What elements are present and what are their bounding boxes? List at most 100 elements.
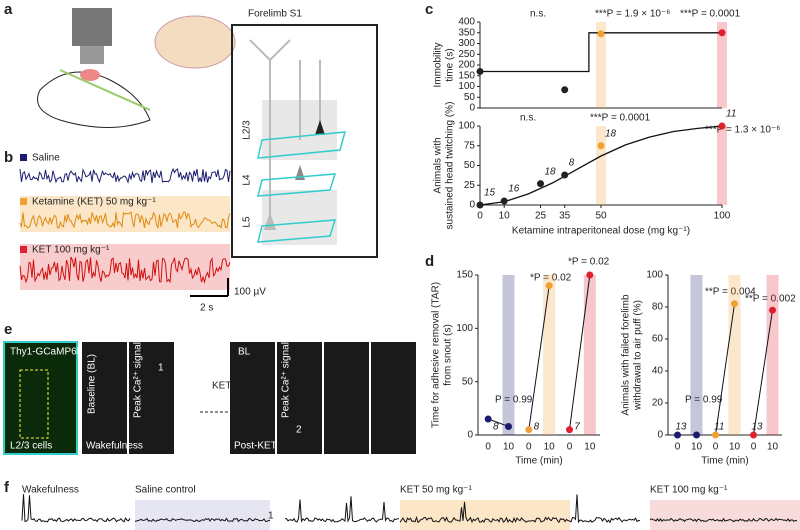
y-tick-label: 0 [467,430,473,441]
y-tick-label: 100 [456,323,473,334]
y-axis-label: Animals with failed forelimb [621,294,632,416]
p-value: ***P = 0.0001 [680,9,741,20]
mouse-illustration [37,8,236,128]
n-label: 8 [493,422,499,433]
y-tick-label: 50 [464,92,476,103]
y-tick-label: 0 [657,430,663,441]
cortex-illustration [249,39,347,245]
pair-line [715,303,735,436]
x-axis-label: Time (min) [701,456,748,467]
y-tick-label: 200 [458,60,475,71]
trace-band [650,500,800,530]
data-point [537,180,544,188]
panel-letter: e [4,321,12,338]
image-panel [3,341,78,455]
x-axis-label: Time (min) [515,456,562,467]
y-axis-label: from snout (s) [443,324,454,386]
highlight-band [717,126,727,205]
data-point [561,86,569,94]
panel-letter: c [425,1,433,18]
y-tick-label: 100 [458,121,475,132]
p-value: *P = 0.02 [568,257,610,268]
y-tick-label: 0 [469,200,475,211]
y-tick-label: 50 [462,376,474,387]
y-tick-label: 100 [646,270,663,281]
y-tick-label: 400 [458,17,475,28]
y-axis-label: Time for adhesive removal (TAR) [431,282,442,428]
data-point [586,271,594,279]
layer-label: L5 [242,216,253,228]
s1-box [231,24,378,258]
data-point [525,426,533,434]
y-tick-label: 40 [652,366,664,377]
n-label: 13 [675,422,687,433]
image-panel [277,342,322,454]
trace-label: Saline [32,153,60,164]
p-value: P = 0.99 [495,395,533,406]
row-label: 1 [268,511,274,522]
image-label: Peak Ca²⁺ signal [281,342,292,418]
condition-label: Wakefulness [22,485,79,496]
y-axis-label: Immobility [433,42,444,87]
x-tick-label: 25 [535,211,547,222]
p-value: n.s. [530,9,546,20]
trace [19,256,231,284]
panel-letter: f [4,479,10,496]
x-tick-label: 0 [485,442,491,453]
y-tick-label: 350 [458,27,475,38]
highlight-band [766,275,779,435]
n-label: 16 [508,184,520,195]
n-label: 8 [534,422,540,433]
x-tick-label: 35 [559,211,571,222]
injection-label: KET i.p. [212,381,247,392]
n-label: 11 [726,109,736,120]
data-point [566,426,573,434]
panel-letter: d [425,253,434,270]
p-value: ***P = 0.0001 [590,113,651,124]
image-label: Thy1-GCaMP6f [10,347,80,358]
p-value: ***P = 1.3 × 10⁻⁶ [705,125,780,136]
highlight-band [728,275,741,435]
image-panel [129,342,174,454]
condition-label: KET 100 mg kg⁻¹ [650,485,728,496]
legend-swatch [20,198,27,205]
layer-label: L4 [242,174,253,186]
trace [399,494,641,524]
panel-letter: b [4,149,13,166]
y-axis-label: withdrawal to air puff (%) [633,300,644,411]
highlight-band [502,275,515,435]
n-label: 18 [545,166,557,177]
x-tick-label: 10 [544,442,556,453]
x-axis-label: Ketamine intraperitoneal dose (mg kg⁻¹) [512,226,690,237]
p-value: *P = 0.02 [530,273,572,284]
data-point [545,282,553,290]
trace [19,167,231,184]
p-value: n.s. [520,113,536,124]
x-tick-label: 50 [595,211,607,222]
cell-label: 1 [158,363,164,374]
n-label: 13 [751,422,763,433]
trace-label: Ketamine (KET) 50 mg kg⁻¹ [32,197,156,208]
p-value: **P = 0.004 [705,287,756,298]
data-point [718,122,726,130]
n-label: 18 [605,128,617,139]
y-tick-label: 50 [464,160,476,171]
pair-line [528,285,550,430]
highlight-band [543,275,556,435]
highlight-band [690,275,703,435]
data-point [674,431,681,439]
image-label: Wakefulness [86,441,143,452]
x-tick-label: 10 [499,211,511,222]
panel-title: Forelimb S1 [248,9,302,20]
image-label: Baseline (BL) [87,354,98,414]
x-tick-label: 10 [584,442,596,453]
highlight-band [596,126,606,205]
image-panel [82,342,127,454]
n-label: 11 [714,422,724,433]
data-point [561,171,569,179]
data-point [505,422,512,430]
y-axis-label: Animals with [433,137,444,193]
fit-line [479,125,723,206]
n-label: 7 [574,422,580,433]
